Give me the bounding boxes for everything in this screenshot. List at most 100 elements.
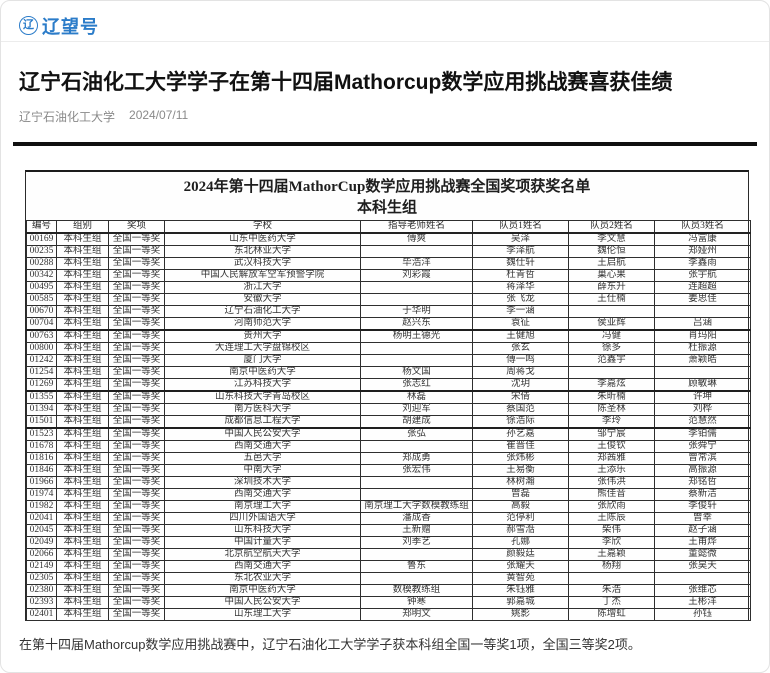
table-cell: 李玲 [568,415,655,429]
table-cell: 全国一等奖 [108,305,165,319]
table-cell: 潘成香 [360,512,473,526]
table-cell: 中国人民公安大学 [164,427,361,442]
table-cell [568,366,655,380]
table-cell: 01974 [26,488,57,502]
table-cell: 02066 [26,548,57,562]
table-cell: 01501 [26,415,57,429]
table-cell: 全国一等奖 [108,560,165,574]
table-cell: 林磊 [360,390,473,405]
table-cell: 黄智苑 [472,572,569,586]
table-cell: 江苏科技大学 [164,378,361,392]
table-cell: 全国一等奖 [108,378,165,392]
table-cell: 薛东升 [568,281,655,295]
table-cell: 刘桦 [654,403,751,417]
table-cell [654,572,751,586]
table-cell: 魏仕轩 [472,257,569,271]
table-cell: 00495 [26,281,57,295]
table-cell: 01523 [26,427,57,442]
table-cell: 本科生组 [56,572,109,586]
table-cell: 李泽航 [472,245,569,259]
brand-logo-icon: 辽 [19,16,38,35]
table-cell: 本科生组 [56,293,109,307]
table-cell: 范慧然 [654,415,751,429]
table-cell: 张玄 [472,342,569,356]
table-cell: 全国一等奖 [108,390,165,405]
table-cell: 全国一等奖 [108,427,165,442]
table-cell: 本科生组 [56,560,109,574]
table-cell: 赵子涵 [654,524,751,538]
table-cell: 王陈辰 [568,512,655,526]
table-cell: 02049 [26,536,57,550]
table-cell [568,572,655,586]
table-row: 02049 本科生组 全国一等奖 中国计量大学 刘季艺 孔娜 李欣 王甫烨 [26,536,751,550]
table-cell: 崔晋佳 [472,440,569,454]
table-cell: 全国一等奖 [108,476,165,490]
table-row: 02066 本科生组 全国一等奖 北京航空航天大学 颜毅廷 王嘉颖 董懿微 [26,548,751,562]
table-title: 2024年第十四届MathorCup数学应用挑战赛全国奖项获奖名单 [183,179,591,196]
table-cell: 本科生组 [56,305,109,319]
table-cell: 本科生组 [56,512,109,526]
table-cell: 本科生组 [56,440,109,454]
table-cell: 贵州大学 [164,329,361,344]
table-cell: 孔娜 [472,536,569,550]
table-cell: 全国一等奖 [108,596,165,610]
table-cell: 巢心果 [568,269,655,283]
table-cell: 朱昕楠 [568,390,655,405]
table-cell: 00342 [26,269,57,283]
table-cell: 东北农业大学 [164,572,361,586]
byline: 辽宁石油化工大学 2024/07/11 [19,108,751,125]
table-cell: 00235 [26,245,57,259]
table-cell: 00169 [26,232,57,247]
table-row: 02380 本科生组 全国一等奖 南京中医药大学 数模教练组 朱钰雅 朱浩 张维芯 [26,584,751,598]
table-cell: 郑娅州 [654,245,751,259]
table-cell: 顾敏琳 [654,378,751,392]
table-cell: 冯富康 [654,232,751,247]
table-cell: 四川外国语大学 [164,512,361,526]
table-cell: 曾磊 [472,488,569,502]
table-cell: 熊佳音 [568,488,655,502]
table-cell: 厦门大学 [164,354,361,368]
table-cell: 侯亚辉 [568,317,655,331]
table-cell: 张炜彬 [472,452,569,466]
table-cell: 中国人民解放军空军预警学院 [164,269,361,283]
brand-link[interactable]: 辽 辽望号 [19,13,99,39]
table-cell: 东北林业大学 [164,245,361,259]
table-cell: 邹宁宸 [568,427,655,442]
table-cell: 宋倩 [472,390,569,405]
table-cell: 全国一等奖 [108,257,165,271]
table-cell: 孙艺嘉 [472,427,569,442]
article-date: 2024/07/11 [129,108,189,123]
table-row: 00235 本科生组 全国一等奖 东北林业大学 李泽航 魏伦恒 郑娅州 [26,245,751,259]
brand-name: 辽望号 [42,16,99,37]
table-row: 02401 本科生组 全国一等奖 山东理工大学 郑明文 姚影 陈增虹 孙钰 [26,608,751,622]
table-cell [360,440,473,454]
page-title: 辽宁石油化工大学学子在第十四届Mathorcup数学应用挑战赛喜获佳绩 [19,71,673,94]
table-cell: 01269 [26,378,57,392]
table-cell: 王嘉颖 [568,548,655,562]
table-cell: 冯健 [568,329,655,344]
table-cell: 张弘 [360,427,473,442]
column-header: 队员3姓名 [654,220,751,235]
table-row: 00763 本科生组 全国一等奖 贵州大学 杨明王德光 王健旭 冯健 肖玛阳 [26,329,751,344]
table-cell: 辽宁石油化工大学 [164,305,361,319]
table-cell: 01355 [26,390,57,405]
table-cell: 朱钰雅 [472,584,569,598]
table-cell: 吴泽 [472,232,569,247]
table-cell: 全国一等奖 [108,572,165,586]
table-cell: 高振源 [654,464,751,478]
table-cell: 全国一等奖 [108,415,165,429]
table-cell: 01394 [26,403,57,417]
table-cell: 董懿微 [654,548,751,562]
table-cell: 全国一等奖 [108,464,165,478]
table-cell: 连超超 [654,281,751,295]
table-cell: 本科生组 [56,596,109,610]
table-row: 01501 本科生组 全国一等奖 成都信息工程大学 胡建成 徐浩际 李玲 范慧然 [26,415,751,429]
table-cell: 01846 [26,464,57,478]
table-row: 01269 本科生组 全国一等奖 江苏科技大学 张志红 沈玥 李嘉炫 顾敏琳 [26,378,751,392]
table-cell: 数模教练组 [360,584,473,598]
table-cell: 陈增虹 [568,608,655,622]
table-cell: 西南交通大学 [164,488,361,502]
table-cell: 张志红 [360,378,473,392]
divider-rule [13,142,757,147]
table-cell: 全国一等奖 [108,403,165,417]
